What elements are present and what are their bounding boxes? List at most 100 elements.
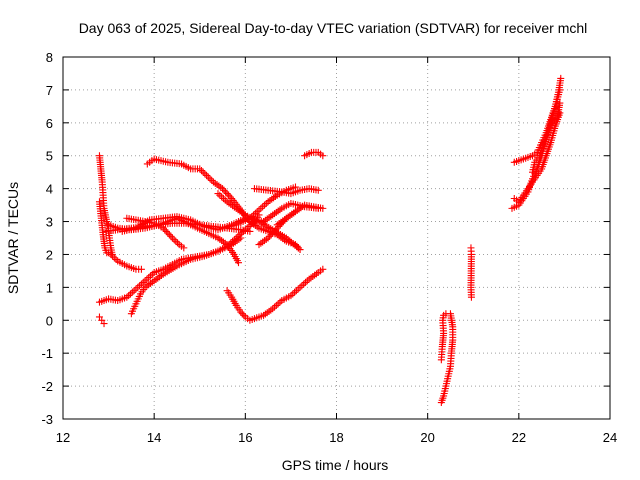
- axis-ticks: [62, 56, 611, 420]
- series-21: [467, 244, 475, 301]
- data-point: [293, 242, 301, 250]
- data-point: [137, 265, 145, 273]
- series-25: [529, 99, 564, 176]
- y-tick-label: -1: [41, 346, 53, 361]
- data-point: [196, 165, 204, 173]
- data-point: [294, 285, 302, 293]
- data-point: [302, 278, 310, 286]
- series-8: [143, 155, 304, 254]
- y-tick-label: 4: [46, 182, 53, 197]
- x-tick-label: 22: [512, 430, 526, 445]
- data-point: [266, 232, 274, 240]
- data-point: [272, 301, 280, 309]
- x-tick-label: 14: [147, 430, 161, 445]
- y-tick-label: 2: [46, 247, 53, 262]
- data-point: [226, 193, 234, 201]
- data-point: [291, 288, 299, 296]
- series-19: [437, 310, 457, 407]
- y-tick-labels: -3 -2 -1 0 1 2 3 4 5 6 7 8: [41, 50, 53, 427]
- y-tick-label: 3: [46, 215, 53, 230]
- series-12: [219, 183, 299, 232]
- data-point: [136, 282, 144, 290]
- data-point: [164, 229, 172, 237]
- data-point: [167, 232, 175, 240]
- data-point: [319, 265, 327, 273]
- chart-title: Day 063 of 2025, Sidereal Day-to-day VTE…: [79, 20, 588, 36]
- y-tick-label: -3: [41, 412, 53, 427]
- data-point: [279, 218, 287, 226]
- data-point: [237, 234, 245, 242]
- data-point: [275, 222, 283, 230]
- data-point: [234, 259, 242, 267]
- data-point: [240, 311, 248, 319]
- data-point: [291, 241, 299, 249]
- series-18: [223, 265, 327, 324]
- data-point: [208, 176, 216, 184]
- series-13: [301, 148, 327, 160]
- data-point: [292, 287, 300, 295]
- data-point: [162, 227, 170, 235]
- data-point: [442, 310, 450, 318]
- data-point: [296, 283, 304, 291]
- x-tick-label: 24: [603, 430, 617, 445]
- data-point: [203, 171, 211, 179]
- series-6: [123, 214, 188, 252]
- y-tick-label: -2: [41, 379, 53, 394]
- series-2: [95, 198, 113, 257]
- series-4: [105, 214, 242, 267]
- data-point: [214, 190, 222, 198]
- data-point: [110, 254, 118, 262]
- data-point: [225, 191, 233, 199]
- y-tick-label: 8: [46, 50, 53, 65]
- data-point: [264, 234, 272, 242]
- series-3: [102, 219, 254, 235]
- data-point: [267, 231, 275, 239]
- data-point: [219, 195, 227, 203]
- data-point: [172, 237, 180, 245]
- data-point: [174, 239, 182, 247]
- y-tick-label: 1: [46, 280, 53, 295]
- data-point: [314, 186, 322, 194]
- data-point: [168, 234, 176, 242]
- data-point: [319, 204, 327, 212]
- data-point: [274, 300, 282, 308]
- data-point: [109, 252, 117, 260]
- x-tick-labels: 12 14 16 18 20 22 24: [56, 430, 617, 445]
- data-point: [112, 255, 120, 263]
- data-point: [201, 170, 209, 178]
- data-point: [467, 293, 475, 301]
- data-point: [269, 229, 277, 237]
- data-point: [295, 244, 303, 252]
- data-point: [206, 175, 214, 183]
- grid-lines: [63, 57, 610, 419]
- data-point: [107, 250, 115, 258]
- series-20: [437, 310, 450, 364]
- data-point: [260, 201, 268, 209]
- series-5: [107, 250, 145, 273]
- data-point: [300, 280, 308, 288]
- data-point: [219, 185, 227, 193]
- y-tick-label: 5: [46, 149, 53, 164]
- data-point: [128, 288, 136, 296]
- data-point: [276, 221, 284, 229]
- data-point: [218, 193, 226, 201]
- data-point: [204, 173, 212, 181]
- data-point: [222, 188, 230, 196]
- data-point: [278, 219, 286, 227]
- data-point: [197, 167, 205, 175]
- data-point: [255, 211, 263, 219]
- data-point: [165, 231, 173, 239]
- data-point: [556, 99, 564, 107]
- data-point: [223, 190, 231, 198]
- data-point: [270, 227, 278, 235]
- data-point: [257, 204, 265, 212]
- data-point: [132, 285, 140, 293]
- data-point: [273, 224, 281, 232]
- data-point: [281, 216, 289, 224]
- data-point: [319, 152, 327, 160]
- y-axis-label: SDTVAR / TECUs: [5, 182, 21, 294]
- x-axis-label: GPS time / hours: [282, 457, 389, 473]
- data-point: [126, 290, 134, 298]
- x-tick-label: 12: [56, 430, 70, 445]
